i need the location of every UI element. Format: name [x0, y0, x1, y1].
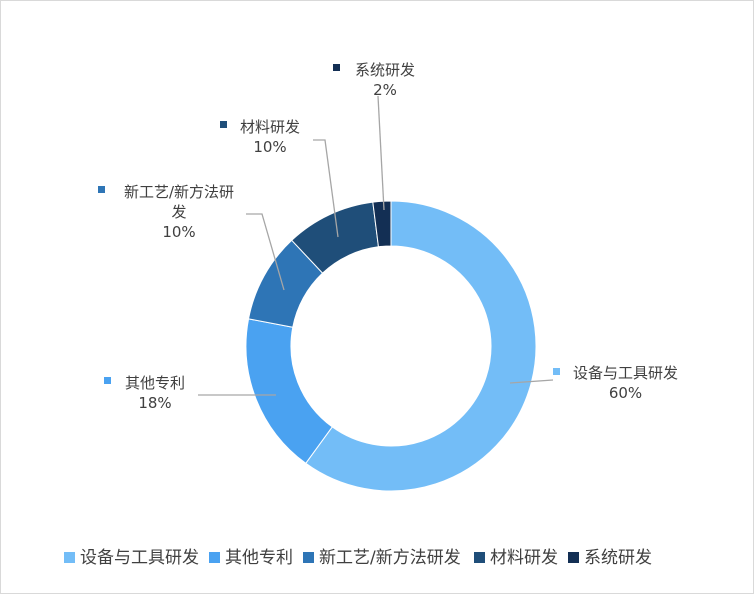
data-label-name-4: 系统研发 — [355, 61, 415, 79]
donut-slice-0 — [305, 200, 537, 492]
label-marker-3 — [220, 121, 227, 128]
legend-swatch-1 — [209, 552, 220, 563]
data-label-name-2: 新工艺/新方法研 — [124, 183, 234, 201]
data-label-name-0: 设备与工具研发 — [573, 364, 678, 382]
donut-slice-1 — [245, 318, 333, 465]
label-marker-2 — [98, 186, 105, 193]
data-label-value-2: 10% — [162, 223, 195, 241]
legend-swatch-0 — [64, 552, 75, 563]
leader-line-2 — [246, 213, 285, 291]
legend-label-4: 系统研发 — [584, 548, 652, 568]
legend-swatch-3 — [474, 552, 485, 563]
legend-label-2: 新工艺/新方法研发 — [319, 548, 461, 568]
data-label-name-1: 其他专利 — [125, 374, 185, 392]
data-label-name-3: 材料研发 — [240, 118, 300, 136]
legend-swatch-4 — [568, 552, 579, 563]
label-marker-4 — [333, 64, 340, 71]
data-label-value-3: 10% — [253, 138, 286, 156]
legend-swatch-2 — [303, 552, 314, 563]
data-label-name-2: 发 — [171, 203, 186, 221]
legend-label-0: 设备与工具研发 — [80, 548, 199, 568]
data-label-value-1: 18% — [138, 394, 171, 412]
leader-line-4 — [377, 95, 385, 211]
legend-label-1: 其他专利 — [225, 548, 293, 568]
leader-line-3 — [313, 139, 339, 238]
data-label-value-0: 60% — [609, 384, 642, 402]
leader-line-0 — [509, 379, 554, 384]
donut-slice-4 — [372, 200, 392, 248]
label-marker-1 — [104, 377, 111, 384]
data-label-value-4: 2% — [373, 81, 397, 99]
label-marker-0 — [553, 368, 560, 375]
legend-label-3: 材料研发 — [490, 548, 558, 568]
